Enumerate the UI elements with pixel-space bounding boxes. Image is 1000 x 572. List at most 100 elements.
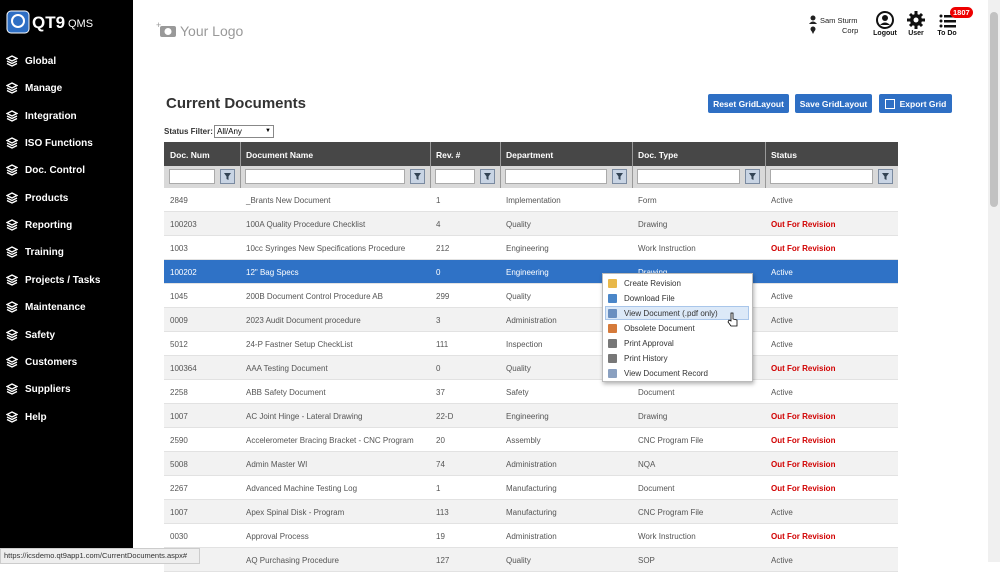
menu-item[interactable]: Maintenance [25,302,86,314]
context-menu-item[interactable]: View Document (.pdf only) [624,309,718,318]
menu-item[interactable]: Projects / Tasks [25,274,101,286]
grid-cell: Engineering [506,244,549,253]
grid-cell: 100364 [170,364,197,373]
grid-cell: Document [638,484,675,493]
grid-cell: Out For Revision [771,412,836,421]
context-menu-item[interactable]: Print Approval [624,339,674,348]
filter-button[interactable] [878,169,893,184]
context-menu-item[interactable]: Print History [624,354,668,363]
grid-row[interactable] [164,236,898,260]
context-menu-item[interactable]: View Document Record [624,369,708,378]
menu-item[interactable]: ISO Functions [25,138,93,150]
context-menu-item[interactable]: Download File [624,294,675,303]
menu-item[interactable]: Customers [25,356,78,368]
context-menu-item[interactable]: Obsolete Document [624,324,695,333]
grid-row[interactable] [164,212,898,236]
filter-button[interactable] [480,169,495,184]
toolbar-button[interactable]: Save GridLayout [795,94,872,113]
column-header[interactable]: Document Name [246,150,314,160]
grid-cell: 0 [436,268,441,277]
grid-cell: Manufacturing [506,508,557,517]
grid-cell: Active [771,268,793,277]
filter-input[interactable] [770,169,873,184]
grid-header [164,142,898,166]
filter-button[interactable] [745,169,760,184]
menu-icon [6,301,18,313]
grid-row[interactable] [164,356,898,380]
grid-cell: 2258 [170,388,188,397]
context-menu-item[interactable]: Create Revision [624,279,681,288]
filter-button[interactable] [612,169,627,184]
menu-item[interactable]: Suppliers [25,384,71,396]
grid-cell: 0 [436,364,441,373]
header-action[interactable]: To Do [937,30,957,37]
grid-row[interactable] [164,404,898,428]
menu-item[interactable]: Doc. Control [25,165,85,177]
toolbar-button[interactable]: Export Grid [879,94,952,113]
filter-input[interactable] [637,169,740,184]
menu-item[interactable]: Safety [25,329,56,341]
menu-item[interactable]: Training [25,247,64,259]
grid-cell: Out For Revision [771,532,836,541]
grid-cell: Out For Revision [771,244,836,253]
grid-row[interactable] [164,308,898,332]
filter-input[interactable] [435,169,475,184]
grid-row[interactable] [164,188,898,212]
grid-row[interactable] [164,380,898,404]
column-header[interactable]: Rev. # [436,150,461,160]
grid-row[interactable] [164,524,898,548]
grid-cell: Form [638,196,657,205]
grid-cell: CNC Program File [638,436,704,445]
grid-row[interactable] [164,476,898,500]
todo-badge[interactable]: 1807 [950,7,973,18]
menu-item[interactable]: Reporting [25,220,73,232]
menu-item[interactable]: Manage [25,83,63,95]
grid-cell: Inspection [506,340,543,349]
menu-icon [608,369,617,378]
filter-button[interactable] [220,169,235,184]
filter-input[interactable] [505,169,607,184]
column-header[interactable]: Status [771,150,797,160]
grid-row[interactable] [164,260,898,284]
grid-row[interactable] [164,284,898,308]
status-filter-value: All/Any [217,127,242,136]
grid-cell: Work Instruction [638,532,696,541]
filter-icon [414,173,421,180]
header-action[interactable]: Logout [873,30,897,37]
grid-cell: 1 [436,196,441,205]
menu-icon [6,356,18,368]
menu-icon [6,109,18,122]
grid-cell: Active [771,388,793,397]
menu-item[interactable]: Help [25,411,47,423]
status-filter-select[interactable]: All/Any ▼ [214,125,274,138]
filter-button[interactable] [410,169,425,184]
column-header[interactable]: Doc. Type [638,150,678,160]
toolbar-button[interactable]: Reset GridLayout [708,94,789,113]
grid-row[interactable] [164,428,898,452]
grid-cell: Document [638,388,675,397]
header-action[interactable]: User [908,30,924,37]
button-label: Export Grid [899,98,947,109]
menu-item[interactable]: Integration [25,110,77,122]
grid-row[interactable] [164,500,898,524]
column-header[interactable]: Doc. Num [170,150,210,160]
button-label: Save GridLayout [799,98,868,109]
header-icons [876,11,956,29]
grid-row[interactable] [164,332,898,356]
grid-cell: 1 [436,484,441,493]
column-divider [430,142,431,188]
column-header[interactable]: Department [506,150,554,160]
grid-cell: Assembly [506,436,541,445]
grid-cell: Active [771,196,793,205]
grid-cell: Drawing [638,268,667,277]
context-menu: Create Revision Download File View Documen… [602,273,753,382]
filter-input[interactable] [245,169,405,184]
grid-row[interactable] [164,452,898,476]
menu-icon [6,192,18,204]
filter-input[interactable] [169,169,215,184]
menu-item[interactable]: Global [25,56,57,67]
grid-cell: Out For Revision [771,436,836,445]
menu-icon [6,55,18,67]
grid-cell: 24-P Fastner Setup CheckList [246,340,353,349]
menu-item[interactable]: Products [25,192,69,204]
